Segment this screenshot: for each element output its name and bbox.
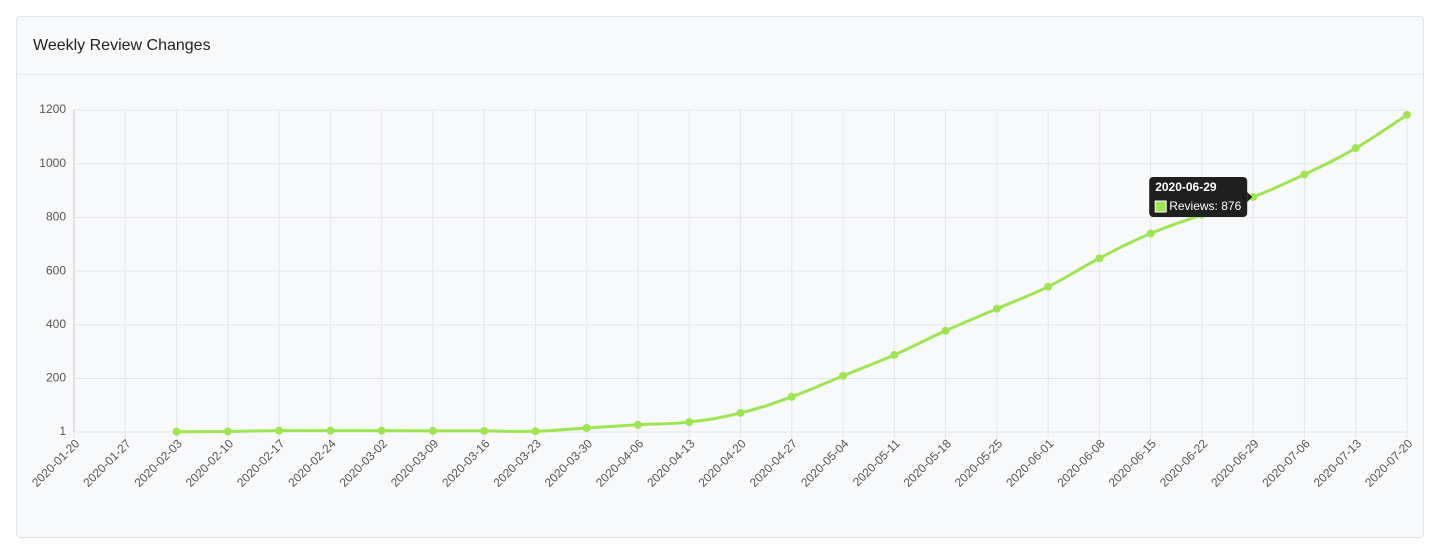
y-tick-label: 1000	[39, 156, 66, 170]
point	[890, 350, 899, 359]
x-tick-label: 2020-03-09	[388, 436, 442, 490]
x-tick-label: 2020-03-23	[490, 436, 544, 490]
point	[633, 420, 642, 429]
point	[1351, 144, 1360, 153]
x-tick-label: 2020-04-27	[747, 436, 801, 490]
x-tick-label: 2020-01-27	[80, 436, 134, 490]
x-tick-label: 2020-03-30	[542, 436, 596, 490]
card-title: Weekly Review Changes	[17, 17, 1423, 75]
tooltip: 2020-06-29 Reviews: 876	[1149, 177, 1253, 218]
tooltip-label: Reviews: 876	[1169, 199, 1241, 213]
point	[582, 423, 591, 432]
point	[531, 427, 540, 436]
point	[787, 392, 796, 401]
x-tick-label: 2020-07-13	[1311, 436, 1365, 490]
point	[1300, 170, 1309, 179]
x-tick-label: 2020-05-18	[901, 436, 955, 490]
point	[275, 426, 284, 435]
point	[377, 426, 386, 435]
point	[839, 371, 848, 380]
x-tick-label: 2020-07-20	[1362, 436, 1416, 490]
point	[685, 418, 694, 427]
point	[1095, 254, 1104, 263]
point	[992, 304, 1001, 313]
x-tick-label: 2020-06-08	[1054, 436, 1108, 490]
x-tick-label: 2020-04-20	[696, 436, 750, 490]
x-tick-label: 2020-06-15	[1106, 436, 1160, 490]
tooltip-title: 2020-06-29	[1155, 180, 1217, 194]
x-tick-label: 2020-02-17	[234, 436, 288, 490]
x-tick-label: 2020-05-04	[798, 436, 852, 490]
x-tick-label: 2020-04-06	[593, 436, 647, 490]
y-tick-label: 400	[46, 317, 66, 331]
point	[223, 427, 232, 436]
point	[1403, 110, 1411, 119]
x-tick-label: 2020-05-11	[850, 436, 903, 489]
x-tick-label: 2020-01-20	[29, 436, 83, 490]
point	[1249, 193, 1258, 202]
x-tick-label: 2020-06-22	[1157, 436, 1211, 490]
tooltip-swatch	[1154, 200, 1167, 213]
x-tick-label: 2020-03-02	[337, 436, 391, 490]
x-tick-label: 2020-04-13	[644, 436, 698, 490]
y-tick-label: 1	[59, 424, 66, 438]
x-tick-label: 2020-02-03	[132, 436, 186, 490]
tooltip-arrow	[1247, 192, 1253, 203]
y-tick-label: 600	[46, 263, 66, 277]
y-tick-label: 200	[46, 371, 66, 385]
x-tick-label: 2020-05-25	[952, 436, 1006, 490]
point	[736, 408, 745, 417]
x-tick-label: 2020-03-16	[439, 436, 493, 490]
point	[326, 426, 335, 435]
point	[172, 427, 181, 436]
tooltip-series: Reviews	[1169, 199, 1214, 213]
x-tick-label: 2020-06-29	[1208, 436, 1262, 490]
x-tick-label: 2020-07-06	[1260, 436, 1314, 490]
point	[428, 426, 437, 435]
point	[1146, 229, 1155, 238]
point	[1044, 282, 1053, 291]
card: Weekly Review Changes	[16, 16, 1424, 538]
tooltip-value: 876	[1221, 199, 1241, 213]
x-tick-label: 2020-02-24	[285, 436, 339, 490]
point	[480, 426, 489, 435]
tooltip-sep: :	[1215, 199, 1222, 213]
x-tick-label: 2020-02-10	[183, 436, 237, 490]
point	[941, 326, 950, 335]
y-tick-label: 1200	[39, 102, 66, 116]
x-tick-label: 2020-06-01	[1003, 436, 1057, 490]
tooltip-box	[1149, 177, 1248, 218]
y-tick-label: 800	[46, 210, 66, 224]
